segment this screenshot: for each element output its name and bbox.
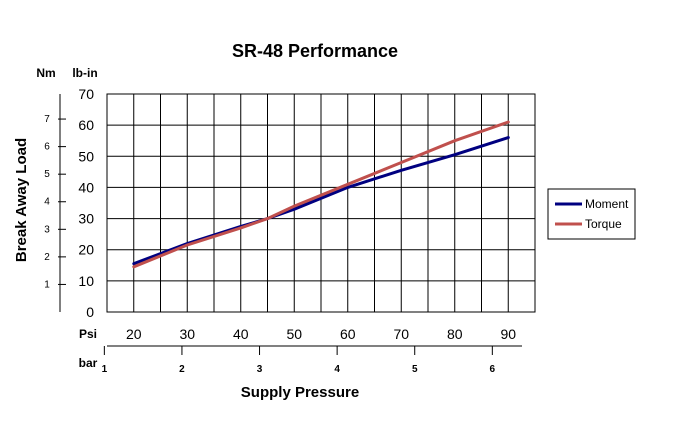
legend-box [547,188,636,240]
nm-tick-label: 7 [44,114,50,125]
y-tick-label-lbin: 60 [78,117,94,133]
bar-tick-label: 5 [412,364,418,375]
nm-unit-label: Nm [36,66,55,80]
bar-tick-label: 3 [257,364,263,375]
y-tick-label-lbin: 20 [78,242,94,258]
legend-label-torque: Torque [585,217,622,231]
legend-label-moment: Moment [585,197,629,211]
x-tick-label-psi: 30 [179,326,195,342]
y-tick-label-lbin: 50 [78,148,94,164]
x-tick-label-psi: 20 [126,326,142,342]
legend: Moment Torque [547,188,636,240]
y-tick-label-lbin: 40 [78,179,94,195]
y-tick-label-lbin: 70 [78,86,94,102]
x-axis-title: Supply Pressure [241,384,359,401]
x-tick-label-psi: 90 [500,326,516,342]
nm-tick-label: 1 [44,279,50,290]
lbin-unit-label: lb-in [72,66,97,80]
bar-tick-label: 4 [334,364,340,375]
x-tick-label-psi: 70 [393,326,409,342]
bar-tick-label: 1 [102,364,108,375]
nm-tick-label: 6 [44,142,50,153]
series-line-torque [132,120,510,269]
nm-tick-label: 5 [44,169,50,180]
x-tick-label-psi: 60 [340,326,356,342]
x-tick-label-psi: 40 [233,326,249,342]
bar-tick-label: 6 [490,364,496,375]
psi-row-label: Psi [79,327,97,341]
y-tick-label-lbin: 0 [86,304,94,320]
nm-tick-label: 2 [44,252,50,263]
chart-title: SR-48 Performance [232,41,398,61]
y-axis-title: Break Away Load [13,138,30,262]
x-tick-label-psi: 80 [447,326,463,342]
nm-tick-label: 3 [44,224,50,235]
y-tick-label-lbin: 30 [78,211,94,227]
bar-tick-label: 2 [179,364,185,375]
nm-tick-label: 4 [44,197,50,208]
y-tick-label-lbin: 10 [78,273,94,289]
x-tick-label-psi: 50 [286,326,302,342]
bar-row-label: bar [79,356,98,370]
